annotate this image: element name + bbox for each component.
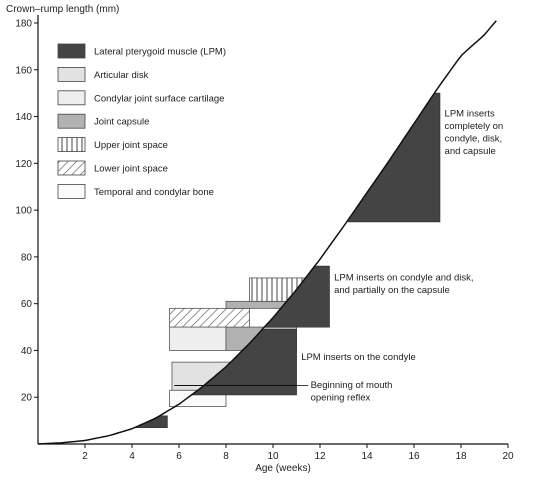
y-tick-label: 20 [21,393,33,404]
y-tick-label: 160 [15,65,32,76]
x-tick-label: 4 [129,451,135,462]
annotation: LPM inserts completely on condyle, disk, an… [445,109,504,158]
legend-swatch [57,113,86,129]
legend-swatch [57,137,86,153]
structure-box [169,326,227,351]
annotation-line: LPM inserts [445,109,495,120]
y-tick-label: 100 [15,206,32,217]
annotation-line: and partially on the capsule [334,285,450,296]
legend-swatch [57,183,86,199]
structure-box [169,307,250,328]
legend-swatch [57,67,86,82]
y-tick-label: 40 [21,346,33,357]
x-tick-label: 6 [176,451,182,462]
legend-label: Lower joint space [94,164,168,175]
annotation-layer: LPM inserts completely on condyle, disk, an… [301,109,503,404]
legend-swatch [57,90,86,106]
y-axis-title: Crown–rump length (mm) [6,4,119,15]
legend-label: Upper joint space [94,140,168,151]
growth-curve-layer [37,20,497,445]
annotation-line: LPM inserts on the condyle [301,352,416,363]
legend: Lateral pterygoid muscle (LPM) Articular … [57,43,226,199]
legend-label: Condylar joint surface cartilage [94,93,224,104]
lpm-layer [134,92,441,428]
x-axis-title: Age (weeks) [255,463,311,474]
legend-label: Joint capsule [94,117,149,128]
annotation: Beginning of mouth opening reflex [311,380,393,404]
annotation-line: condyle, disk, [445,134,503,145]
tick-layer: 2 4 6 8 10 12 14 16 18 20 20 40 60 80 100 120 140 160 180 [15,19,514,463]
annotation-line: Beginning of mouth [311,380,393,391]
x-tick-label: 20 [502,451,514,462]
annotation-line: completely on [445,121,504,132]
y-tick-label: 80 [21,252,33,263]
x-tick-label: 8 [223,451,229,462]
x-tick-label: 2 [82,451,88,462]
legend-label: Lateral pterygoid muscle (LPM) [94,47,226,58]
growth-curve [37,20,497,445]
y-tick-label: 60 [21,299,33,310]
x-tick-label: 10 [267,451,279,462]
legend-label: Articular disk [94,70,149,81]
annotation-line: opening reflex [311,392,371,403]
legend-swatch [57,43,86,59]
annotation: LPM inserts on condyle and disk, and part… [334,272,473,296]
legend-label: Temporal and condylar bone [94,187,214,198]
y-tick-label: 120 [15,159,32,170]
annotation-line: and capsule [445,146,496,157]
annotation: LPM inserts on the condyle [301,352,416,363]
y-tick-label: 140 [15,112,32,123]
x-tick-label: 18 [455,451,467,462]
x-tick-label: 16 [408,451,420,462]
annotation-line: LPM inserts on condyle and disk, [334,272,473,283]
y-tick-label: 180 [15,19,32,30]
x-tick-label: 12 [314,451,326,462]
legend-swatch [57,160,86,176]
x-tick-label: 14 [361,451,373,462]
